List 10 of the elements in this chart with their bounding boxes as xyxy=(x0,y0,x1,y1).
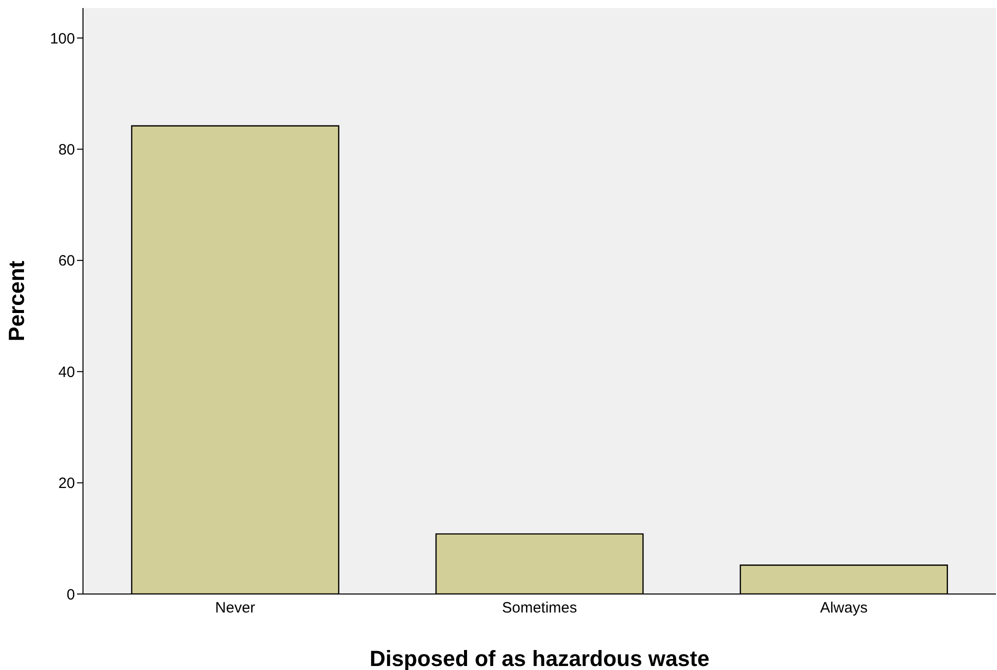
x-tick-label: Sometimes xyxy=(502,600,578,617)
y-tick-label: 60 xyxy=(58,252,75,270)
y-tick-label: 100 xyxy=(50,30,75,48)
x-tick-label: Always xyxy=(820,600,868,617)
y-axis-title: Percent xyxy=(4,260,29,342)
y-tick-label: 20 xyxy=(58,475,75,492)
y-tick-label: 40 xyxy=(58,364,75,381)
x-tick-label: Never xyxy=(215,600,256,617)
y-tick-label: 80 xyxy=(58,142,75,159)
y-tick-label: 0 xyxy=(66,586,75,604)
